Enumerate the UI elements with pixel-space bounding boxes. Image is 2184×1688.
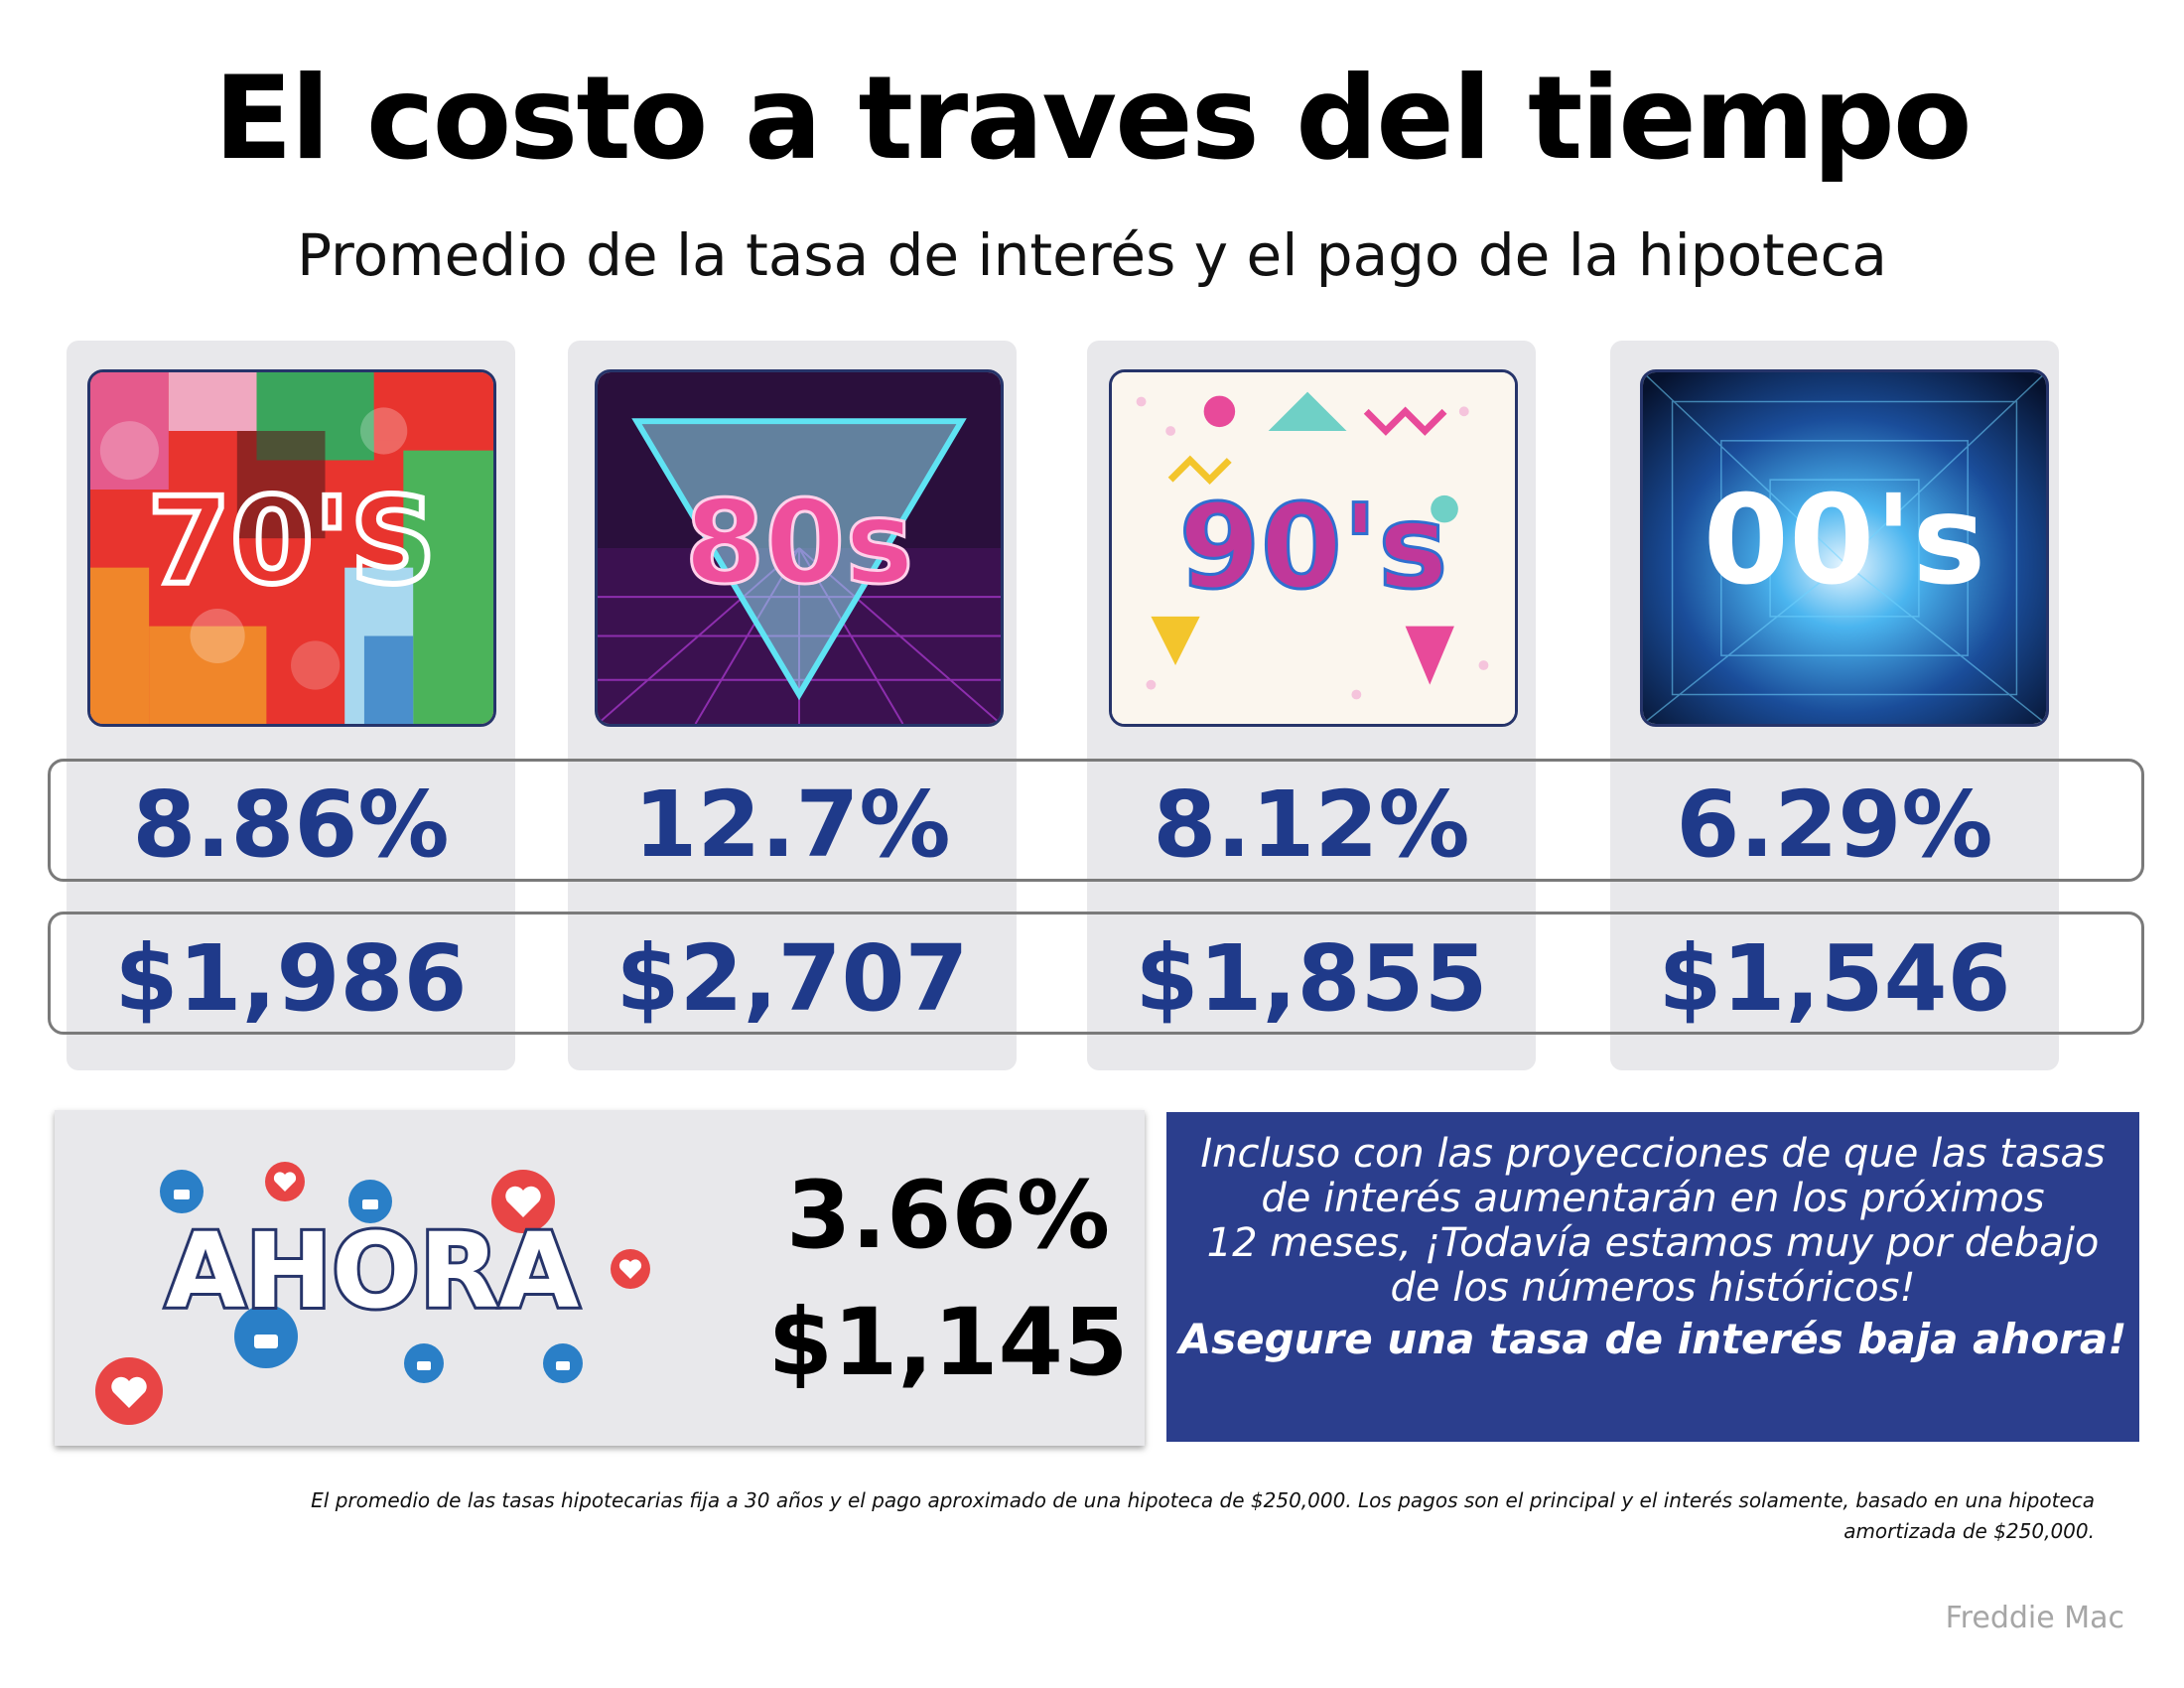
message-line-2: de interés aumentarán en los próximos [1261, 1176, 2045, 1221]
heart-icon [95, 1357, 163, 1425]
eighties-image: 80s [595, 369, 1004, 727]
heart-icon [265, 1162, 305, 1201]
footnote-line-2: amortizada de $250,000. [1843, 1519, 2095, 1543]
nineties-label: 90's [1178, 478, 1447, 615]
payment-70s: $1,986 [114, 925, 468, 1032]
footnote: El promedio de las tasas hipotecarias fi… [99, 1485, 2095, 1547]
payment-90s: $1,855 [1135, 925, 1488, 1032]
seventies-label: 70'S [148, 474, 437, 612]
message-line-3: 12 meses, ¡Todavía estamos muy por debaj… [1206, 1220, 2100, 1266]
eighties-label: 80s [684, 477, 913, 611]
payment-00s: $1,546 [1658, 925, 2011, 1032]
message-cta: Asegure una tasa de interés baja ahora! [1178, 1315, 2127, 1363]
rate-00s: 6.29% [1676, 772, 1993, 878]
two-thousands-label: 00's [1704, 470, 1986, 613]
rate-70s: 8.86% [132, 772, 450, 878]
source-credit: Freddie Mac [1945, 1601, 2124, 1635]
now-panel: AHORA 3.66% $1,145 [55, 1110, 1145, 1446]
message-line-1: Incluso con las proyecciones de que las … [1200, 1131, 2106, 1177]
now-payment: $1,145 [767, 1289, 1129, 1397]
message-line-4: de los números históricos! [1390, 1265, 1916, 1311]
two-thousands-image: 00's [1640, 369, 2049, 727]
now-rate: 3.66% [785, 1162, 1111, 1270]
rate-90s: 8.12% [1153, 772, 1470, 878]
nineties-image: 90's [1109, 369, 1518, 727]
heart-icon [491, 1170, 555, 1233]
seventies-image: 70'S [87, 369, 496, 727]
message-box: Incluso con las proyecciones de que las … [1166, 1112, 2139, 1442]
page-subtitle: Promedio de la tasa de interés y el pago… [297, 221, 1887, 289]
rate-80s: 12.7% [633, 772, 951, 878]
footnote-line-1: El promedio de las tasas hipotecarias fi… [311, 1488, 2095, 1512]
ahora-graphic: AHORA [95, 1162, 650, 1425]
payment-80s: $2,707 [615, 925, 969, 1032]
ahora-label: AHORA [166, 1210, 580, 1332]
thumbs-up-glyph [174, 1190, 570, 1370]
page-title: El costo a traves del tiempo [213, 52, 1972, 186]
rate-row-frame [48, 759, 2144, 882]
payment-row-frame [48, 912, 2144, 1035]
heart-icon [611, 1249, 650, 1289]
